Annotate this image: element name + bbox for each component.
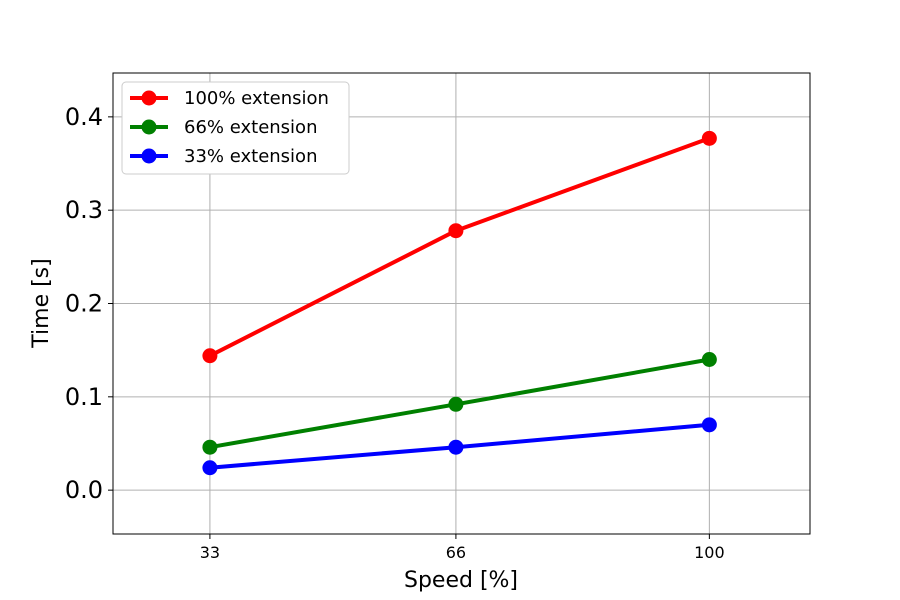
y-tick-label: 0.1 <box>65 383 103 411</box>
data-point <box>202 460 218 476</box>
y-tick-label: 0.4 <box>65 103 103 131</box>
grid <box>113 73 810 534</box>
x-tick-label: 66 <box>446 543 466 562</box>
legend-frame <box>121 81 350 175</box>
legend: 100% extension 66% extension 33% extension <box>121 81 350 175</box>
plot-frame <box>112 72 811 535</box>
data-point <box>701 417 717 433</box>
y-tick-label: 0.3 <box>65 196 103 224</box>
legend-marker <box>141 148 157 164</box>
series-group <box>202 351 717 455</box>
data-point <box>701 351 717 367</box>
data-point <box>448 223 464 239</box>
data-point <box>202 439 218 455</box>
legend-item: 33% extension <box>130 146 317 167</box>
axis-ticks: 33 66 100 0.0 0.1 0.2 0.3 0.4 <box>65 103 725 562</box>
x-tick-label: 100 <box>694 543 725 562</box>
series-lines <box>202 130 717 476</box>
data-point <box>202 348 218 364</box>
legend-marker <box>141 119 157 135</box>
x-tick-label: 33 <box>200 543 220 562</box>
data-point <box>701 130 717 146</box>
legend-item: 100% extension <box>130 88 329 109</box>
y-axis-label: Time [s] <box>29 258 54 348</box>
legend-marker <box>141 90 157 106</box>
series-group <box>202 130 717 364</box>
y-tick-label: 0.2 <box>65 290 103 318</box>
x-axis-label: Speed [%] <box>404 568 518 593</box>
y-tick-label: 0.0 <box>65 476 103 504</box>
legend-item: 66% extension <box>130 117 317 138</box>
legend-label: 66% extension <box>184 117 317 138</box>
legend-label: 33% extension <box>184 146 317 167</box>
series-group <box>202 417 717 476</box>
data-point <box>448 396 464 412</box>
legend-label: 100% extension <box>184 88 329 109</box>
data-point <box>448 439 464 455</box>
